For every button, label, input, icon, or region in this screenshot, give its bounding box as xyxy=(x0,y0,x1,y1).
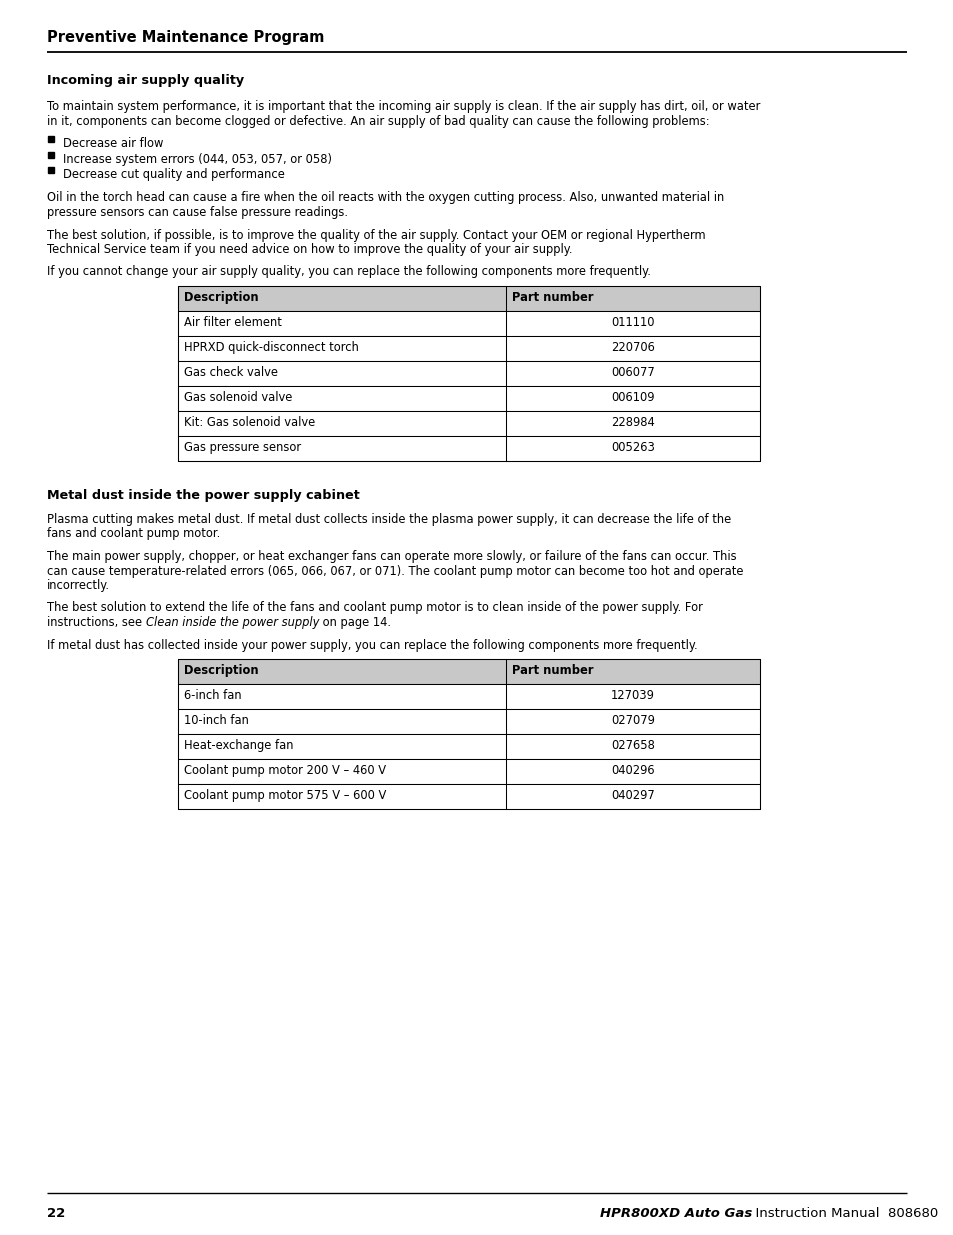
Text: instructions, see: instructions, see xyxy=(47,616,146,629)
Text: 6-inch fan: 6-inch fan xyxy=(184,689,241,701)
Text: Description: Description xyxy=(184,664,258,677)
Text: Air filter element: Air filter element xyxy=(184,316,281,329)
Text: To maintain system performance, it is important that the incoming air supply is : To maintain system performance, it is im… xyxy=(47,100,760,112)
Text: Gas pressure sensor: Gas pressure sensor xyxy=(184,441,301,454)
Bar xyxy=(178,287,760,461)
Bar xyxy=(178,684,760,709)
Text: 22: 22 xyxy=(47,1207,65,1220)
Text: If you cannot change your air supply quality, you can replace the following comp: If you cannot change your air supply qua… xyxy=(47,266,650,279)
Text: HPR800XD Auto Gas: HPR800XD Auto Gas xyxy=(599,1207,752,1220)
Text: Decrease cut quality and performance: Decrease cut quality and performance xyxy=(63,168,285,182)
Text: Instruction Manual  808680: Instruction Manual 808680 xyxy=(746,1207,937,1220)
Bar xyxy=(178,361,760,387)
Bar xyxy=(178,709,760,734)
Text: Coolant pump motor 200 V – 460 V: Coolant pump motor 200 V – 460 V xyxy=(184,764,386,777)
Text: Coolant pump motor 575 V – 600 V: Coolant pump motor 575 V – 600 V xyxy=(184,789,386,802)
Bar xyxy=(178,734,760,760)
Bar xyxy=(178,411,760,436)
Text: 10-inch fan: 10-inch fan xyxy=(184,714,249,727)
Text: 220706: 220706 xyxy=(611,341,655,354)
Text: Kit: Gas solenoid valve: Kit: Gas solenoid valve xyxy=(184,416,314,429)
Text: Heat-exchange fan: Heat-exchange fan xyxy=(184,739,294,752)
Text: Gas check valve: Gas check valve xyxy=(184,366,277,379)
Bar xyxy=(178,436,760,461)
Text: Metal dust inside the power supply cabinet: Metal dust inside the power supply cabin… xyxy=(47,489,359,501)
Text: on page 14.: on page 14. xyxy=(319,616,391,629)
Text: Gas solenoid valve: Gas solenoid valve xyxy=(184,391,292,404)
Bar xyxy=(178,659,760,684)
Text: Decrease air flow: Decrease air flow xyxy=(63,137,163,149)
Text: can cause temperature-related errors (065, 066, 067, or 071). The coolant pump m: can cause temperature-related errors (06… xyxy=(47,564,742,578)
Text: pressure sensors can cause false pressure readings.: pressure sensors can cause false pressur… xyxy=(47,206,348,219)
Text: The main power supply, chopper, or heat exchanger fans can operate more slowly, : The main power supply, chopper, or heat … xyxy=(47,550,736,563)
Bar xyxy=(178,760,760,784)
Text: 040297: 040297 xyxy=(611,789,654,802)
Text: Part number: Part number xyxy=(512,291,593,304)
Text: Technical Service team if you need advice on how to improve the quality of your : Technical Service team if you need advic… xyxy=(47,243,572,256)
Text: 006077: 006077 xyxy=(611,366,654,379)
Text: 005263: 005263 xyxy=(611,441,655,454)
Bar xyxy=(178,659,760,809)
Text: 027079: 027079 xyxy=(611,714,655,727)
Bar xyxy=(178,784,760,809)
Bar xyxy=(178,311,760,336)
Text: The best solution, if possible, is to improve the quality of the air supply. Con: The best solution, if possible, is to im… xyxy=(47,228,705,242)
Text: 027658: 027658 xyxy=(611,739,655,752)
Text: incorrectly.: incorrectly. xyxy=(47,579,110,592)
Bar xyxy=(48,152,54,158)
Text: Plasma cutting makes metal dust. If metal dust collects inside the plasma power : Plasma cutting makes metal dust. If meta… xyxy=(47,513,731,526)
Text: 228984: 228984 xyxy=(611,416,654,429)
Text: Clean inside the power supply: Clean inside the power supply xyxy=(146,616,319,629)
Text: Increase system errors (044, 053, 057, or 058): Increase system errors (044, 053, 057, o… xyxy=(63,152,332,165)
Text: Part number: Part number xyxy=(512,664,593,677)
Text: Incoming air supply quality: Incoming air supply quality xyxy=(47,74,244,86)
Bar xyxy=(48,167,54,173)
Text: The best solution to extend the life of the fans and coolant pump motor is to cl: The best solution to extend the life of … xyxy=(47,601,702,615)
Bar xyxy=(178,336,760,361)
Text: Preventive Maintenance Program: Preventive Maintenance Program xyxy=(47,30,324,44)
Text: in it, components can become clogged or defective. An air supply of bad quality : in it, components can become clogged or … xyxy=(47,115,709,127)
Text: 127039: 127039 xyxy=(611,689,655,701)
Text: 006109: 006109 xyxy=(611,391,654,404)
Text: If metal dust has collected inside your power supply, you can replace the follow: If metal dust has collected inside your … xyxy=(47,638,697,652)
Text: fans and coolant pump motor.: fans and coolant pump motor. xyxy=(47,527,220,541)
Text: Oil in the torch head can cause a fire when the oil reacts with the oxygen cutti: Oil in the torch head can cause a fire w… xyxy=(47,191,723,205)
Bar xyxy=(178,287,760,311)
Text: 040296: 040296 xyxy=(611,764,654,777)
Text: 011110: 011110 xyxy=(611,316,654,329)
Text: HPRXD quick-disconnect torch: HPRXD quick-disconnect torch xyxy=(184,341,358,354)
Bar xyxy=(48,136,54,142)
Bar xyxy=(178,387,760,411)
Text: Description: Description xyxy=(184,291,258,304)
